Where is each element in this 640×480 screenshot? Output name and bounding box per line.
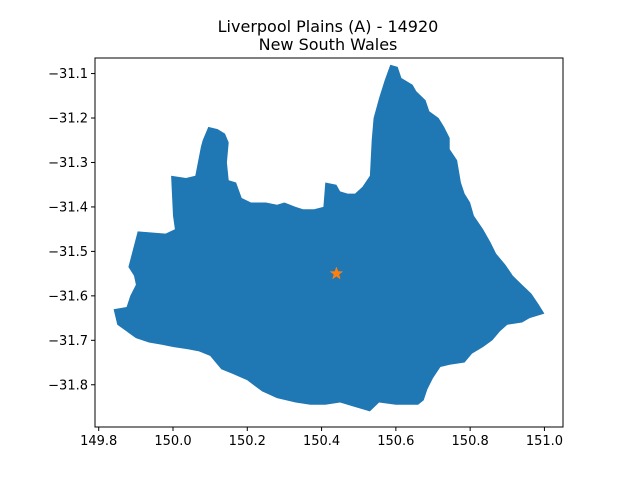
map-title-line1: Liverpool Plains (A) - 14920 xyxy=(218,17,439,36)
x-tick-label: 150.2 xyxy=(229,434,266,449)
x-tick-label: 151.0 xyxy=(526,434,563,449)
y-tick-label: −31.6 xyxy=(48,289,88,304)
y-tick-label: −31.1 xyxy=(48,67,88,82)
x-tick-label: 149.8 xyxy=(80,434,117,449)
y-axis: −31.1 −31.2 −31.3 −31.4 −31.5 −31.6 −31.7 −31.8 xyxy=(48,67,95,393)
x-tick-label: 150.6 xyxy=(377,434,414,449)
y-tick-label: −31.4 xyxy=(48,200,88,215)
x-tick-label: 150.8 xyxy=(452,434,489,449)
map-title-line2: New South Wales xyxy=(259,35,398,54)
x-tick-label: 150.4 xyxy=(303,434,340,449)
map-plot-area xyxy=(94,57,564,428)
x-axis: 149.8 150.0 150.2 150.4 150.6 150.8 151.0 xyxy=(80,427,563,449)
plot-frame xyxy=(94,57,564,428)
y-tick-label: −31.5 xyxy=(48,245,88,260)
y-tick-label: −31.7 xyxy=(48,334,88,349)
y-tick-label: −31.3 xyxy=(48,156,88,171)
y-tick-label: −31.8 xyxy=(48,378,88,393)
location-star-marker xyxy=(329,266,344,280)
x-tick-label: 150.0 xyxy=(154,434,191,449)
region-shape xyxy=(113,64,545,412)
y-tick-label: −31.2 xyxy=(48,112,88,127)
